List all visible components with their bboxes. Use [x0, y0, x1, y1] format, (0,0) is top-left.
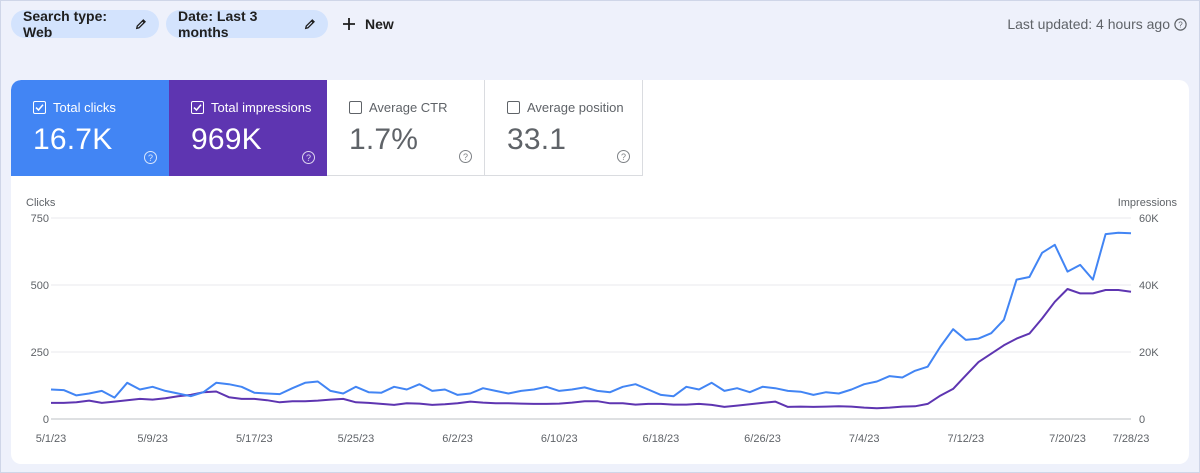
left-tick-label: 500 — [31, 280, 49, 292]
search-type-filter-chip[interactable]: Search type: Web — [11, 8, 159, 40]
filter-toolbar: Search type: Web Date: Last 3 months New… — [1, 1, 1200, 47]
checkbox-unchecked-icon[interactable] — [507, 101, 520, 114]
edit-icon — [304, 19, 315, 30]
new-filter-button[interactable]: New — [341, 10, 394, 38]
plus-icon — [343, 18, 355, 30]
x-tick-label: 5/1/23 — [36, 433, 67, 445]
metric-label: Total clicks — [53, 100, 116, 115]
x-tick-label: 6/10/23 — [541, 433, 578, 445]
series-line-total-clicks — [50, 231, 1132, 399]
x-tick-label: 7/20/23 — [1049, 433, 1086, 445]
x-tick-label: 5/9/23 — [137, 433, 168, 445]
x-tick-label: 7/4/23 — [849, 433, 880, 445]
left-tick-label: 250 — [31, 347, 49, 359]
metric-label: Average CTR — [369, 100, 448, 115]
metric-label: Total impressions — [211, 100, 312, 115]
x-tick-label: 6/2/23 — [442, 433, 473, 445]
checkbox-checked-icon[interactable] — [191, 101, 204, 114]
help-icon[interactable]: ? — [1174, 17, 1187, 31]
edit-icon — [135, 19, 146, 30]
x-tick-label: 5/25/23 — [338, 433, 375, 445]
left-tick-label: 0 — [43, 414, 49, 426]
right-tick-label: 40K — [1139, 280, 1159, 292]
right-tick-label: 60K — [1139, 213, 1159, 225]
x-tick-label: 6/18/23 — [643, 433, 680, 445]
date-range-filter-chip[interactable]: Date: Last 3 months — [166, 8, 328, 40]
left-axis-title: Clicks — [26, 197, 56, 209]
right-tick-label: 0 — [1139, 414, 1145, 426]
help-icon[interactable]: ? — [302, 151, 315, 164]
metric-value: 1.7% — [349, 123, 419, 156]
last-updated-status: Last updated: 4 hours ago ? — [1007, 16, 1187, 32]
performance-card: Total clicks 16.7K ? Total impressions 9… — [11, 80, 1189, 464]
checkbox-checked-icon[interactable] — [33, 101, 46, 114]
metric-value: 16.7K — [33, 123, 113, 156]
new-filter-label: New — [365, 16, 394, 32]
metric-average-position[interactable]: Average position 33.1 ? — [485, 80, 643, 176]
series-line-total-impressions — [51, 288, 1132, 410]
help-icon[interactable]: ? — [617, 150, 630, 163]
metric-total-clicks[interactable]: Total clicks 16.7K ? — [11, 80, 169, 176]
search-type-label: Search type: Web — [23, 8, 108, 40]
x-tick-label: 5/17/23 — [236, 433, 273, 445]
last-updated-text: Last updated: 4 hours ago — [1007, 16, 1170, 32]
right-tick-label: 20K — [1139, 347, 1159, 359]
checkbox-unchecked-icon[interactable] — [349, 101, 362, 114]
x-tick-label: 7/28/23 — [1113, 433, 1150, 445]
metric-value: 969K — [191, 123, 262, 156]
metric-value: 33.1 — [507, 123, 567, 156]
date-range-label: Date: Last 3 months — [178, 8, 258, 40]
help-icon[interactable]: ? — [459, 150, 472, 163]
x-tick-label: 6/26/23 — [744, 433, 781, 445]
performance-line-chart: 750 60K 500 40K 250 20K 0 0 5/1/23 5/9/23 5/17/23 5… — [31, 213, 1160, 445]
metric-label: Average position — [527, 100, 624, 115]
svg-text:?: ? — [1178, 20, 1183, 29]
metric-average-ctr[interactable]: Average CTR 1.7% ? — [327, 80, 485, 176]
x-tick-label: 7/12/23 — [947, 433, 984, 445]
metric-total-impressions[interactable]: Total impressions 969K ? — [169, 80, 327, 176]
help-icon[interactable]: ? — [144, 151, 157, 164]
right-axis-title: Impressions — [1117, 197, 1177, 209]
left-tick-label: 750 — [31, 213, 49, 225]
